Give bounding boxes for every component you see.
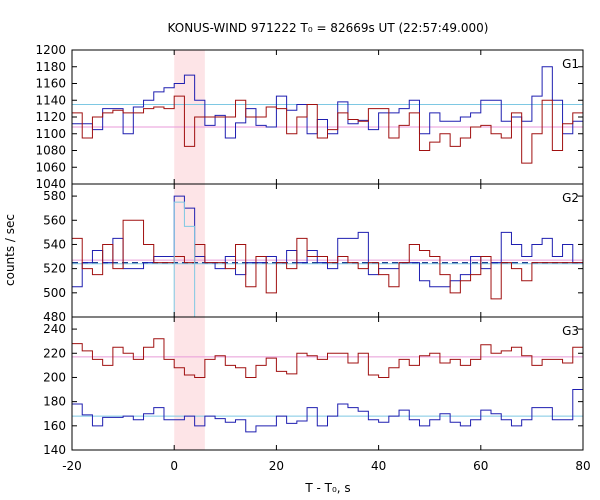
panel-g2: 480 500 520 540 560 580 G2 bbox=[43, 183, 584, 324]
y-tick-label: 1160 bbox=[35, 77, 66, 91]
y-tick-label: 1180 bbox=[35, 60, 66, 74]
y-tick-label: 1060 bbox=[35, 160, 66, 174]
highlight-band bbox=[174, 184, 205, 317]
y-tick-label: 200 bbox=[43, 370, 66, 384]
y-tick-label: 160 bbox=[43, 419, 66, 433]
y-tick-label: 1120 bbox=[35, 110, 66, 124]
y-tick-label: 1080 bbox=[35, 144, 66, 158]
series-line-red bbox=[71, 219, 583, 317]
y-tick-label: 1100 bbox=[35, 127, 66, 141]
series-line-red bbox=[71, 338, 583, 450]
y-tick-label: 220 bbox=[43, 346, 66, 360]
panel-label: G2 bbox=[562, 191, 579, 205]
series-line-cyan bbox=[173, 201, 196, 317]
x-tick-label: 60 bbox=[473, 459, 488, 473]
y-tick-label: 580 bbox=[43, 189, 66, 203]
x-tick-label: -20 bbox=[62, 459, 82, 473]
y-tick-label: 520 bbox=[43, 262, 66, 276]
highlight-band bbox=[174, 317, 205, 450]
y-tick-label: 1040 bbox=[35, 177, 66, 191]
panel-frame bbox=[71, 49, 584, 185]
series-line-blue bbox=[71, 66, 583, 184]
y-tick-label: 240 bbox=[43, 322, 66, 336]
y-axis-label: counts / sec bbox=[3, 214, 17, 286]
y-tick-label: 1200 bbox=[35, 43, 66, 57]
series-line-blue bbox=[71, 389, 583, 450]
chart-title: KONUS-WIND 971222 T₀ = 82669s UT (22:57:… bbox=[168, 21, 489, 35]
x-tick-label: 20 bbox=[269, 459, 284, 473]
y-tick-label: 560 bbox=[43, 213, 66, 227]
panel-label: G1 bbox=[562, 57, 579, 71]
x-tick-label: 0 bbox=[170, 459, 178, 473]
y-tick-label: 180 bbox=[43, 395, 66, 409]
panel-frame bbox=[71, 183, 584, 318]
panels-layer: 1040 1060 1080 1100 1120 1140 1160 1180 1200 G1 48… bbox=[35, 43, 590, 473]
panel-frame bbox=[71, 316, 584, 451]
panel-g3: 140 160 180 200 220 240 G3 bbox=[43, 316, 584, 457]
x-tick-label: 80 bbox=[575, 459, 590, 473]
panel-label: G3 bbox=[562, 324, 579, 338]
x-axis-label: T - T₀, s bbox=[304, 481, 350, 495]
y-tick-label: 140 bbox=[43, 443, 66, 457]
y-tick-label: 540 bbox=[43, 237, 66, 251]
x-tick-label: 40 bbox=[371, 459, 386, 473]
y-tick-label: 500 bbox=[43, 286, 66, 300]
y-tick-label: 1140 bbox=[35, 93, 66, 107]
panel-g1: 1040 1060 1080 1100 1120 1140 1160 1180 1200 G1 bbox=[35, 43, 584, 191]
y-tick-label: 480 bbox=[43, 310, 66, 324]
series-line-red bbox=[71, 95, 583, 184]
